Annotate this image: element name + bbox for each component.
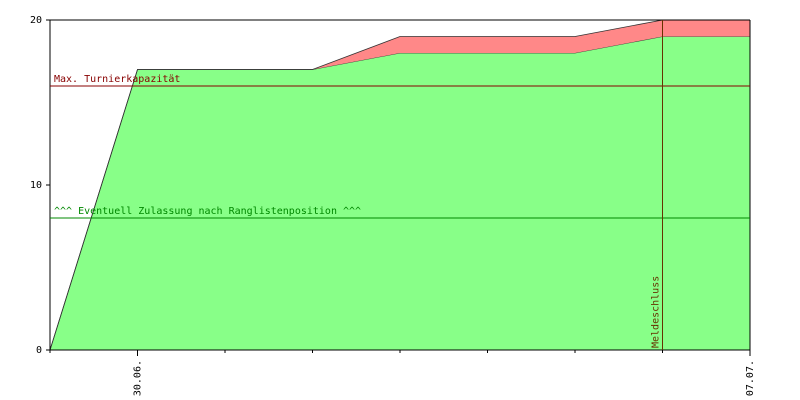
x-tick-label: 07.07.	[745, 360, 756, 396]
x-tick-label: 30.06.	[133, 360, 144, 396]
reference-label: ^^^ Eventuell Zulassung nach Ranglistenp…	[54, 206, 361, 217]
area	[50, 36, 750, 350]
y-tick-label: 10	[30, 180, 42, 191]
area-outline	[49, 19, 750, 351]
reference-label: Max. Turnierkapazität	[54, 74, 180, 85]
y-tick-label: 0	[36, 345, 42, 356]
y-tick-label: 20	[30, 15, 42, 26]
deadline-label: Meldeschluss	[651, 276, 662, 348]
